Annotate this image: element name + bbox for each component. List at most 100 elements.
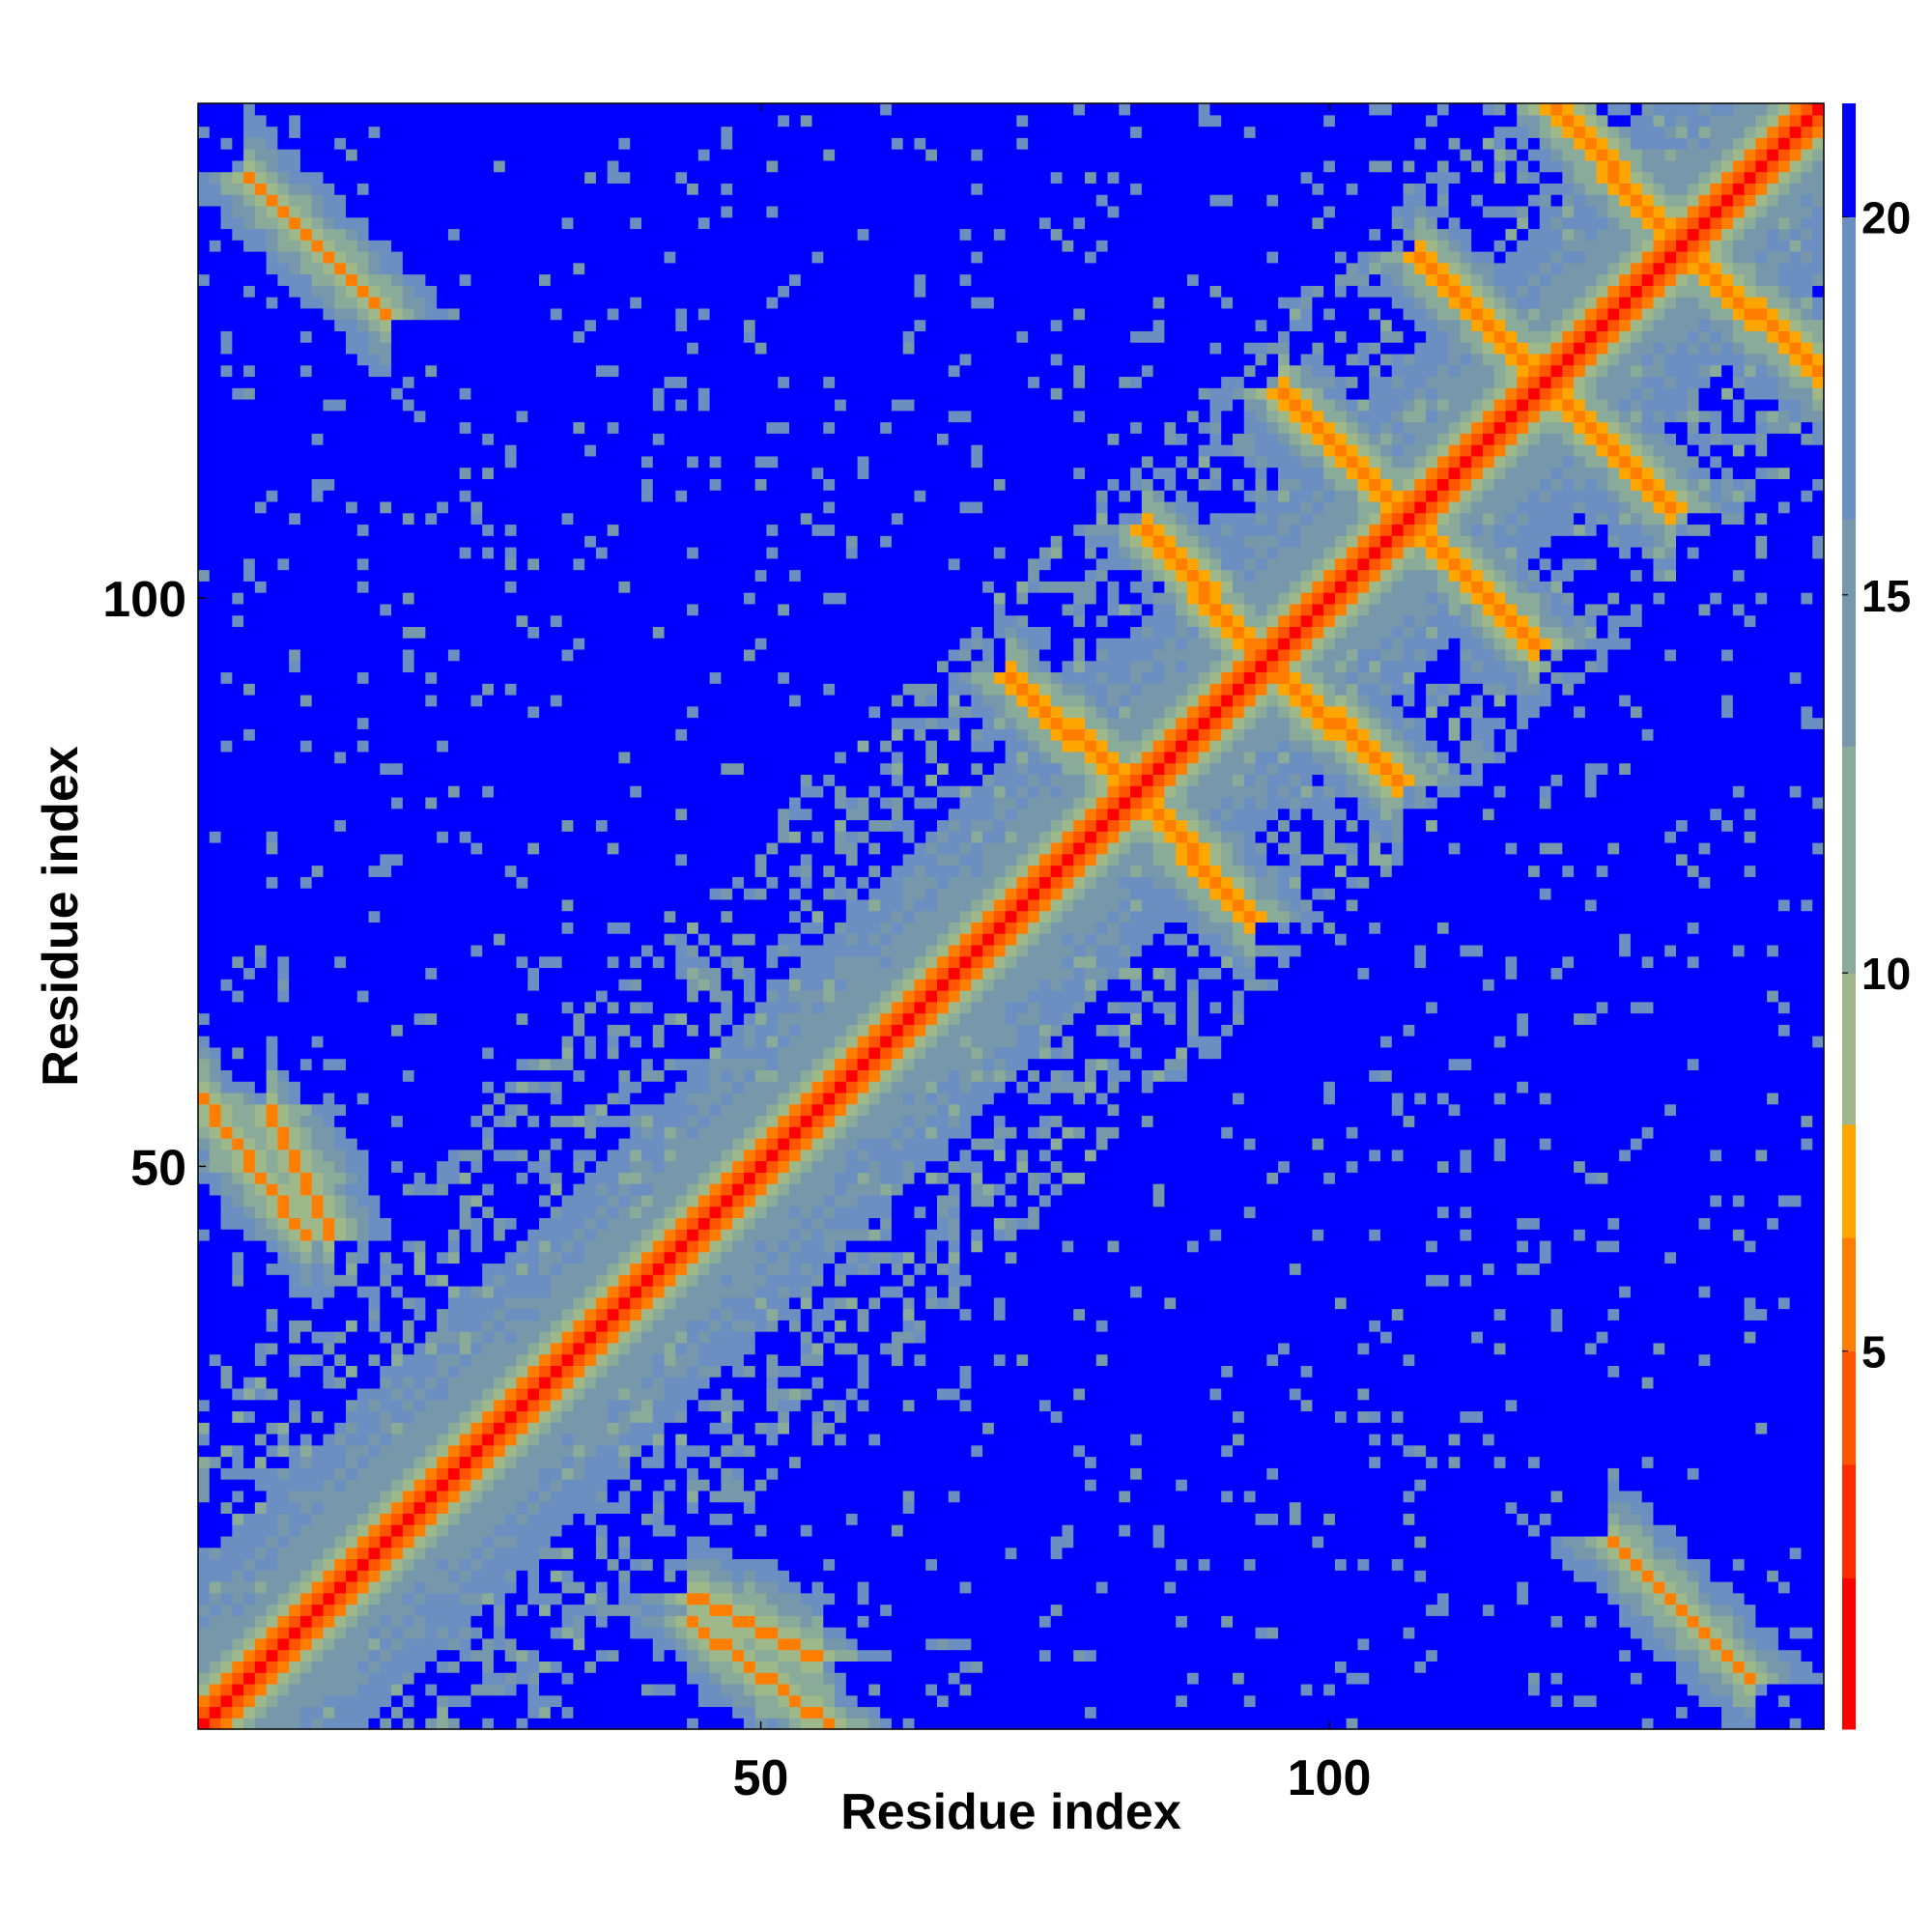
- heatmap-cell: [1517, 1353, 1529, 1366]
- heatmap-cell: [459, 1513, 472, 1525]
- heatmap-cell: [1289, 1467, 1302, 1480]
- heatmap-cell: [1186, 1501, 1200, 1514]
- heatmap-cell: [1255, 1331, 1267, 1344]
- heatmap-cell: [1767, 1422, 1779, 1435]
- heatmap-cell: [845, 1706, 859, 1719]
- heatmap-cell: [1391, 1661, 1405, 1673]
- heatmap-cell: [425, 1467, 438, 1480]
- heatmap-cell: [380, 1637, 392, 1651]
- heatmap-cell: [1346, 1513, 1359, 1525]
- heatmap-cell: [1038, 1547, 1052, 1560]
- heatmap-cell: [1539, 1331, 1552, 1344]
- heatmap-cell: [1721, 1683, 1734, 1696]
- heatmap-cell: [618, 1718, 631, 1730]
- heatmap-cell: [550, 1490, 563, 1503]
- heatmap-cell: [823, 1365, 836, 1378]
- heatmap-cell: [823, 1331, 836, 1344]
- heatmap-cell: [413, 1570, 426, 1582]
- heatmap-cell: [880, 1331, 893, 1344]
- heatmap-cell: [1505, 1456, 1518, 1468]
- heatmap-cell: [948, 1672, 961, 1685]
- heatmap-cell: [1664, 1501, 1677, 1514]
- heatmap-cell: [1448, 1694, 1461, 1708]
- heatmap-cell: [1721, 1434, 1734, 1446]
- heatmap-cell: [1119, 1570, 1131, 1582]
- heatmap-cell: [311, 1467, 325, 1480]
- heatmap-cell: [1687, 1570, 1700, 1582]
- heatmap-cell: [584, 1604, 597, 1616]
- heatmap-cell: [1107, 1661, 1120, 1673]
- heatmap-cell: [368, 1456, 381, 1468]
- heatmap-cell: [356, 1422, 370, 1435]
- heatmap-cell: [1732, 1547, 1746, 1560]
- heatmap-cell: [800, 1387, 813, 1401]
- heatmap-cell: [447, 1706, 461, 1719]
- heatmap-cell: [1289, 1377, 1302, 1389]
- heatmap-cell: [266, 1627, 278, 1639]
- heatmap-cell: [1744, 1467, 1756, 1480]
- heatmap-cell: [1801, 1547, 1813, 1560]
- heatmap-cell: [1095, 1581, 1109, 1594]
- heatmap-cell: [1721, 1490, 1734, 1503]
- heatmap-cell: [539, 1479, 552, 1492]
- heatmap-cell: [1721, 1467, 1734, 1480]
- heatmap-cell: [948, 1547, 961, 1560]
- heatmap-cell: [1289, 1513, 1302, 1525]
- heatmap-cell: [561, 1456, 574, 1468]
- heatmap-cell: [346, 1592, 358, 1605]
- heatmap-cell: [1664, 1479, 1677, 1492]
- heatmap-cell: [891, 1718, 904, 1730]
- heatmap-cell: [1426, 1718, 1438, 1730]
- heatmap-cell: [1334, 1661, 1348, 1673]
- heatmap-cell: [1630, 1331, 1643, 1344]
- heatmap-cell: [937, 1353, 950, 1366]
- heatmap-cell: [539, 1490, 552, 1503]
- heatmap-cell: [1209, 1342, 1222, 1355]
- heatmap-cell: [368, 1501, 381, 1514]
- heatmap-cell: [266, 1467, 278, 1480]
- heatmap-cell: [1414, 1342, 1427, 1355]
- heatmap-cell: [652, 1456, 666, 1468]
- heatmap-cell: [573, 1581, 585, 1594]
- heatmap-cell: [1505, 1501, 1518, 1514]
- heatmap-cell: [778, 1570, 790, 1582]
- heatmap-cell: [1460, 1592, 1472, 1605]
- heatmap-cell: [618, 1444, 631, 1458]
- heatmap-cell: [573, 1490, 585, 1503]
- heatmap-cell: [209, 1422, 222, 1435]
- heatmap-cell: [1164, 1467, 1177, 1480]
- heatmap-cell: [1085, 1490, 1097, 1503]
- heatmap-cell: [1539, 1604, 1552, 1616]
- heatmap-cell: [1357, 1377, 1370, 1389]
- heatmap-cell: [971, 1331, 983, 1344]
- heatmap-cell: [959, 1456, 972, 1468]
- heatmap-cell: [1403, 1331, 1415, 1344]
- heatmap-cell: [925, 1479, 938, 1492]
- heatmap-cell: [323, 1501, 335, 1514]
- heatmap-cell: [504, 1524, 518, 1537]
- heatmap-cell: [573, 1592, 585, 1605]
- heatmap-cell: [1062, 1535, 1074, 1548]
- heatmap-cell: [1493, 1501, 1507, 1514]
- heatmap-cell: [1198, 1694, 1211, 1708]
- heatmap-cell: [1278, 1706, 1291, 1719]
- heatmap-cell: [1062, 1467, 1074, 1480]
- heatmap-cell: [1323, 1683, 1336, 1696]
- heatmap-cell: [857, 1387, 869, 1401]
- heatmap-cell: [356, 1467, 370, 1480]
- heatmap-cell: [1744, 1377, 1756, 1389]
- heatmap-cell: [1369, 1399, 1381, 1412]
- heatmap-cell: [243, 1387, 256, 1401]
- heatmap-cell: [1505, 1694, 1518, 1708]
- heatmap-cell: [1107, 1592, 1120, 1605]
- heatmap-cell: [232, 1694, 244, 1708]
- heatmap-cell: [198, 1672, 211, 1685]
- heatmap-cell: [1426, 1353, 1438, 1366]
- heatmap-cell: [311, 1524, 325, 1537]
- heatmap-cell: [743, 1535, 756, 1548]
- heatmap-cell: [1607, 1501, 1620, 1514]
- heatmap-cell: [1744, 1513, 1756, 1525]
- heatmap-cell: [766, 1467, 779, 1480]
- heatmap-cell: [1801, 1649, 1813, 1662]
- heatmap-cell: [198, 1434, 211, 1446]
